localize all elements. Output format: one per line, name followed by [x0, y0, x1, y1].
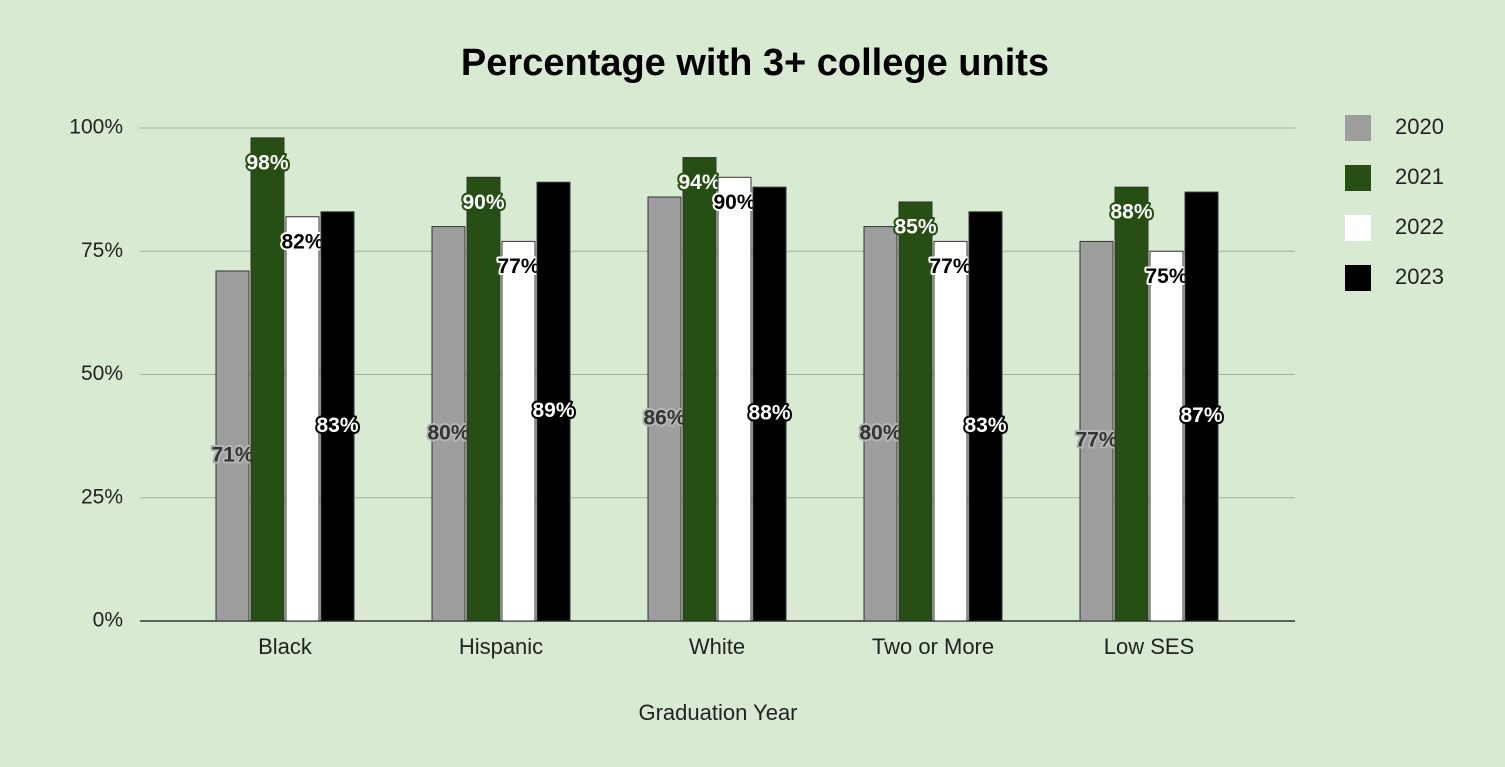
bar — [898, 201, 933, 622]
legend-swatch — [1345, 115, 1371, 141]
bar — [1079, 240, 1114, 622]
bar — [968, 211, 1003, 622]
data-label: 90% — [713, 191, 755, 214]
y-tick-label: 100% — [69, 116, 123, 139]
chart-title: Percentage with 3+ college units — [461, 42, 1049, 84]
data-label: 98% — [246, 151, 288, 174]
legend-label: 2022 — [1395, 214, 1444, 239]
legend-swatch — [1345, 265, 1371, 291]
x-tick-label: Low SES — [1104, 634, 1195, 659]
data-label: 77% — [1075, 429, 1117, 452]
bar — [647, 196, 682, 622]
data-label: 82% — [281, 230, 323, 253]
x-tick-label: Two or More — [872, 634, 994, 659]
bar — [863, 226, 898, 622]
x-tick-label: White — [689, 634, 745, 659]
legend-swatch — [1345, 165, 1371, 191]
legend-label: 2023 — [1395, 264, 1444, 289]
data-label: 77% — [497, 255, 539, 278]
data-label: 89% — [532, 399, 574, 422]
bar — [215, 270, 250, 622]
bar — [1149, 250, 1184, 622]
bar — [682, 157, 717, 622]
legend-swatch — [1345, 215, 1371, 241]
y-tick-label: 50% — [81, 362, 123, 385]
bar — [285, 216, 320, 622]
bar — [250, 137, 285, 622]
data-label: 80% — [427, 421, 469, 444]
data-label: 75% — [1145, 265, 1187, 288]
y-tick-label: 75% — [81, 239, 123, 262]
data-label: 87% — [1180, 404, 1222, 427]
data-label: 85% — [894, 215, 936, 238]
x-tick-label: Black — [258, 634, 313, 659]
data-label: 88% — [1110, 201, 1152, 224]
data-label: 94% — [678, 171, 720, 194]
bar — [320, 211, 355, 622]
data-label: 83% — [316, 414, 358, 437]
bar — [717, 176, 752, 622]
data-label: 71% — [211, 444, 253, 467]
bar — [536, 181, 571, 622]
bar — [466, 176, 501, 622]
legend-label: 2021 — [1395, 164, 1444, 189]
bar — [431, 226, 466, 622]
bar — [1114, 186, 1149, 622]
y-tick-label: 25% — [81, 485, 123, 508]
data-label: 90% — [462, 191, 504, 214]
legend-label: 2020 — [1395, 114, 1444, 139]
bar — [501, 240, 536, 622]
bar — [752, 186, 787, 622]
data-label: 86% — [643, 407, 685, 430]
bar — [933, 240, 968, 622]
bar — [1184, 191, 1219, 622]
x-axis-label: Graduation Year — [638, 700, 797, 725]
y-tick-label: 0% — [93, 609, 123, 632]
data-label: 77% — [929, 255, 971, 278]
data-label: 88% — [748, 402, 790, 425]
data-label: 80% — [859, 421, 901, 444]
x-tick-label: Hispanic — [459, 634, 543, 659]
data-label: 83% — [964, 414, 1006, 437]
